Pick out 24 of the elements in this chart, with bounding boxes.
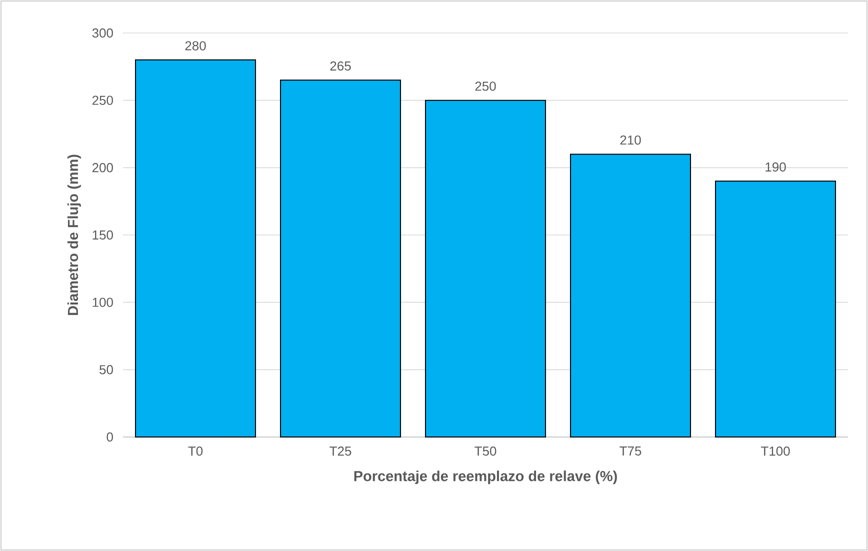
bar	[570, 154, 692, 438]
bar	[135, 59, 256, 438]
data-label: 250	[475, 82, 496, 91]
y-tick-label: 150	[92, 230, 113, 240]
bar	[280, 80, 402, 438]
x-tick-label: T100	[760, 446, 790, 456]
data-label: 280	[185, 41, 206, 50]
y-axis-title: Diametro de Flujo (mm)	[67, 154, 81, 315]
x-tick-label: T0	[188, 446, 203, 456]
data-label: 190	[766, 162, 786, 172]
y-tick-label: 200	[92, 163, 113, 172]
y-tick-label: 300	[92, 28, 113, 38]
y-tick-label: 100	[92, 298, 113, 307]
x-axis-title: Porcentaje de reemplazo de relave (%)	[354, 470, 617, 484]
bar	[425, 100, 546, 438]
x-tick-label: T75	[620, 446, 642, 456]
data-label: 210	[620, 135, 641, 145]
y-tick-label: 250	[92, 96, 113, 105]
data-label: 265	[330, 61, 351, 71]
y-tick-label: 50	[100, 365, 113, 374]
x-tick-label: T25	[330, 446, 352, 456]
bar	[715, 180, 836, 438]
x-tick-label: T50	[474, 446, 496, 456]
y-tick-label: 0	[106, 432, 113, 442]
